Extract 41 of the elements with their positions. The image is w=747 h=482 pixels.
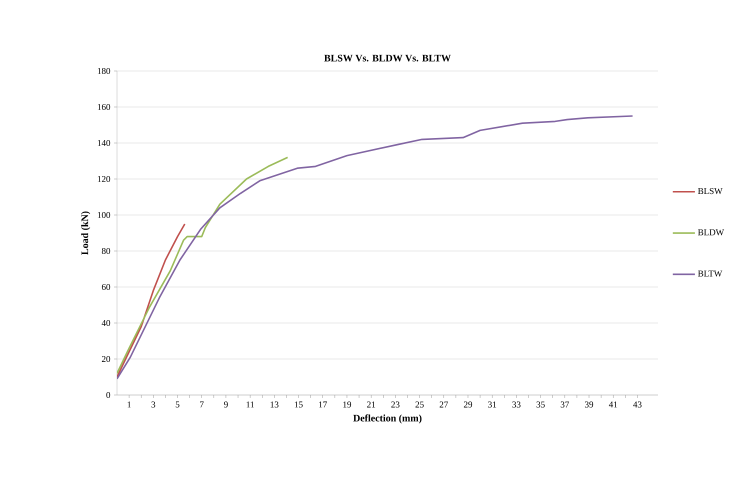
x-tick-label: 37: [560, 402, 570, 408]
y-tick-label: 160: [98, 104, 110, 110]
x-tick-label: 29: [464, 402, 472, 408]
legend-label: BLTW: [698, 270, 722, 277]
x-tick-label: 25: [415, 402, 424, 408]
y-tick-label: 180: [98, 68, 110, 74]
x-tick-label: 33: [512, 402, 521, 408]
x-tick-label: 1: [128, 402, 131, 408]
y-tick-label: 0: [106, 392, 110, 398]
x-tick-label: 11: [246, 402, 254, 408]
x-tick-label: 31: [488, 402, 496, 408]
x-tick-label: 23: [391, 402, 400, 408]
y-tick-label: 80: [102, 248, 110, 254]
x-tick-label: 27: [440, 402, 448, 408]
y-tick-label: 140: [98, 140, 110, 146]
y-axis-title: Load (kN): [81, 211, 90, 255]
x-tick-label: 41: [608, 402, 618, 408]
x-tick-label: 7: [200, 402, 204, 408]
legend-label: BLDW: [698, 229, 724, 236]
x-tick-label: 21: [367, 402, 376, 408]
line-series: [117, 156, 288, 374]
line-series: [117, 115, 634, 380]
y-tick-label: 20: [102, 356, 110, 362]
y-tick-label: 60: [102, 284, 110, 290]
y-tick-label: 120: [98, 176, 110, 182]
legend-label: BLSW: [698, 188, 723, 194]
x-tick-label: 9: [224, 402, 228, 408]
line-series: [117, 223, 186, 378]
y-tick-label: 100: [98, 212, 110, 218]
x-tick-label: 5: [176, 402, 180, 408]
x-tick-label: 43: [633, 402, 642, 408]
x-tick-label: 13: [270, 402, 278, 408]
x-tick-label: 17: [319, 402, 327, 408]
x-axis-title: Deflection (mm): [353, 414, 422, 424]
x-tick-label: 3: [151, 402, 156, 408]
x-tick-label: 19: [343, 402, 352, 408]
x-tick-label: 15: [294, 402, 303, 408]
x-tick-label: 39: [584, 402, 594, 408]
x-tick-label: 35: [536, 402, 545, 408]
y-tick-label: 40: [102, 320, 110, 326]
chart-title: BLSW Vs. BLDW Vs. BLTW: [324, 54, 451, 62]
